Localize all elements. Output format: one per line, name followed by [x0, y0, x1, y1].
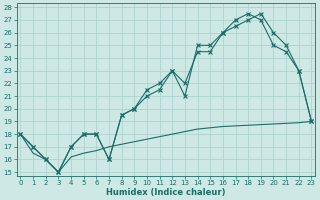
X-axis label: Humidex (Indice chaleur): Humidex (Indice chaleur) — [106, 188, 226, 197]
